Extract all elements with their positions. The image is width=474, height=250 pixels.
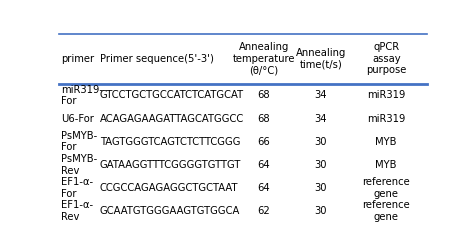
Text: 30: 30 — [315, 137, 327, 147]
Text: reference
gene: reference gene — [362, 200, 410, 222]
Text: 68: 68 — [258, 114, 270, 124]
Text: PsMYB-
For: PsMYB- For — [61, 131, 97, 152]
Text: qPCR
assay
purpose: qPCR assay purpose — [366, 42, 406, 76]
Text: EF1-α-
Rev: EF1-α- Rev — [61, 200, 93, 222]
Text: reference
gene: reference gene — [362, 177, 410, 199]
Text: 30: 30 — [315, 183, 327, 193]
Text: miR319-
For: miR319- For — [61, 85, 103, 106]
Text: Annealing
temperature
(θ/°C): Annealing temperature (θ/°C) — [233, 42, 295, 76]
Text: ACAGAGAAGATTAGCATGGCC: ACAGAGAAGATTAGCATGGCC — [100, 114, 244, 124]
Text: 62: 62 — [258, 206, 271, 216]
Text: 66: 66 — [258, 137, 271, 147]
Text: 30: 30 — [315, 206, 327, 216]
Text: 64: 64 — [258, 183, 270, 193]
Text: MYB: MYB — [375, 160, 397, 170]
Text: U6-For: U6-For — [61, 114, 94, 124]
Text: 64: 64 — [258, 160, 270, 170]
Text: MYB: MYB — [375, 137, 397, 147]
Text: CCGCCAGAGAGGCTGCTAAT: CCGCCAGAGAGGCTGCTAAT — [100, 183, 238, 193]
Text: GCAATGTGGGAAGTGTGGCA: GCAATGTGGGAAGTGTGGCA — [100, 206, 240, 216]
Text: GTCCTGCTGCCATCTCATGCAT: GTCCTGCTGCCATCTCATGCAT — [100, 90, 244, 101]
Text: miR319: miR319 — [367, 114, 405, 124]
Text: Primer sequence(5'-3'): Primer sequence(5'-3') — [100, 54, 213, 64]
Text: 68: 68 — [258, 90, 270, 101]
Text: EF1-α-
For: EF1-α- For — [61, 177, 93, 199]
Text: primer: primer — [61, 54, 94, 64]
Text: TAGTGGGTCAGTCTCTTCGGG: TAGTGGGTCAGTCTCTTCGGG — [100, 137, 240, 147]
Text: miR319: miR319 — [367, 90, 405, 101]
Text: 34: 34 — [315, 90, 327, 101]
Text: 30: 30 — [315, 160, 327, 170]
Text: GATAAGGTTTCGGGGTGTTGT: GATAAGGTTTCGGGGTGTTGT — [100, 160, 241, 170]
Text: PsMYB-
Rev: PsMYB- Rev — [61, 154, 97, 176]
Text: 34: 34 — [315, 114, 327, 124]
Text: Annealing
time(t/s): Annealing time(t/s) — [296, 48, 346, 70]
